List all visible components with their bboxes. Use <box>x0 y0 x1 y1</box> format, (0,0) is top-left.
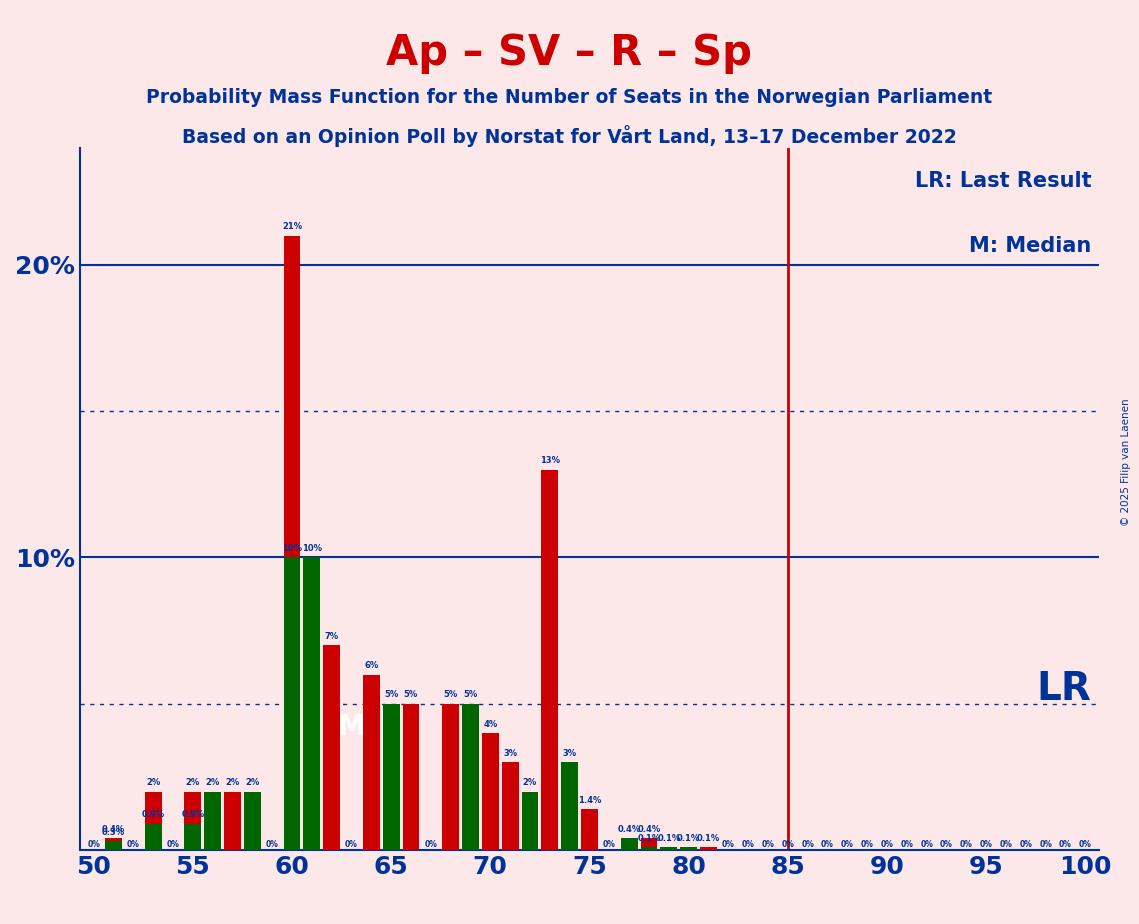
Bar <box>442 704 459 850</box>
Text: 0%: 0% <box>841 840 854 848</box>
Bar <box>581 809 598 850</box>
Bar <box>680 847 697 850</box>
Text: 0%: 0% <box>603 840 616 848</box>
Text: 10%: 10% <box>282 544 302 553</box>
Text: 0.4%: 0.4% <box>617 825 641 834</box>
Text: LR: LR <box>1036 670 1091 708</box>
Bar <box>363 675 379 850</box>
Text: LR: Last Result: LR: Last Result <box>915 171 1091 191</box>
Bar <box>244 792 261 850</box>
Bar <box>185 824 202 850</box>
Text: 0.9%: 0.9% <box>181 810 204 820</box>
Text: 0%: 0% <box>861 840 874 848</box>
Text: 0%: 0% <box>741 840 754 848</box>
Bar <box>303 557 320 850</box>
Text: 2%: 2% <box>245 778 260 787</box>
Text: 21%: 21% <box>281 223 302 231</box>
Bar <box>680 847 697 850</box>
Text: 0%: 0% <box>980 840 992 848</box>
Bar <box>501 762 518 850</box>
Text: 0%: 0% <box>722 840 735 848</box>
Bar <box>323 645 341 850</box>
Text: 0%: 0% <box>821 840 834 848</box>
Text: 0%: 0% <box>1000 840 1013 848</box>
Text: 0.1%: 0.1% <box>657 833 680 843</box>
Text: 7%: 7% <box>325 632 338 641</box>
Text: 0%: 0% <box>940 840 953 848</box>
Bar <box>661 847 678 850</box>
Text: 0%: 0% <box>1079 840 1091 848</box>
Text: 5%: 5% <box>404 690 418 699</box>
Text: 10%: 10% <box>302 544 322 553</box>
Text: 2%: 2% <box>186 778 200 787</box>
Text: 0%: 0% <box>88 840 100 848</box>
Text: 5%: 5% <box>443 690 458 699</box>
Bar <box>562 762 577 850</box>
Text: 0%: 0% <box>425 840 437 848</box>
Bar <box>383 704 400 850</box>
Text: M: Median: M: Median <box>969 236 1091 256</box>
Text: 0%: 0% <box>880 840 893 848</box>
Bar <box>145 792 162 850</box>
Text: 3%: 3% <box>503 749 517 758</box>
Text: 0%: 0% <box>762 840 775 848</box>
Bar <box>105 838 122 850</box>
Text: © 2025 Filip van Laenen: © 2025 Filip van Laenen <box>1121 398 1131 526</box>
Bar <box>185 792 202 850</box>
Text: 3%: 3% <box>563 749 576 758</box>
Text: 5%: 5% <box>464 690 477 699</box>
Bar <box>621 838 638 850</box>
Text: 0.3%: 0.3% <box>101 828 125 837</box>
Bar <box>105 841 122 850</box>
Text: 13%: 13% <box>540 456 559 466</box>
Text: Based on an Opinion Poll by Norstat for Vårt Land, 13–17 December 2022: Based on an Opinion Poll by Norstat for … <box>182 125 957 147</box>
Text: 0%: 0% <box>265 840 279 848</box>
Text: 6%: 6% <box>364 662 378 670</box>
Bar <box>522 792 539 850</box>
Text: 0.9%: 0.9% <box>141 810 165 820</box>
Bar <box>700 847 716 850</box>
Text: 0%: 0% <box>1059 840 1072 848</box>
Text: 2%: 2% <box>226 778 239 787</box>
Bar <box>462 704 478 850</box>
Text: 0.1%: 0.1% <box>697 833 720 843</box>
Text: 2%: 2% <box>523 778 538 787</box>
Text: 0%: 0% <box>166 840 179 848</box>
Text: 5%: 5% <box>384 690 399 699</box>
Text: 0%: 0% <box>920 840 933 848</box>
Text: Ap – SV – R – Sp: Ap – SV – R – Sp <box>386 32 753 74</box>
Text: 0%: 0% <box>960 840 973 848</box>
Text: 0%: 0% <box>1019 840 1032 848</box>
Bar <box>145 824 162 850</box>
Bar <box>402 704 419 850</box>
Text: 0%: 0% <box>1039 840 1052 848</box>
Text: 4%: 4% <box>483 720 498 729</box>
Text: 2%: 2% <box>146 778 161 787</box>
Bar <box>224 792 240 850</box>
Bar <box>661 847 678 850</box>
Text: 0.4%: 0.4% <box>638 825 661 834</box>
Text: 0%: 0% <box>900 840 913 848</box>
Bar <box>284 557 301 850</box>
Text: 1.4%: 1.4% <box>577 796 601 805</box>
Text: 0.1%: 0.1% <box>638 833 661 843</box>
Text: 0%: 0% <box>801 840 814 848</box>
Text: 0%: 0% <box>345 840 358 848</box>
Text: M: M <box>337 713 366 741</box>
Bar <box>204 792 221 850</box>
Text: 0.1%: 0.1% <box>677 833 700 843</box>
Text: 0%: 0% <box>126 840 140 848</box>
Text: 0.4%: 0.4% <box>101 825 125 834</box>
Text: 2%: 2% <box>205 778 220 787</box>
Bar <box>482 733 499 850</box>
Bar <box>541 469 558 850</box>
Bar <box>640 847 657 850</box>
Text: 0%: 0% <box>781 840 794 848</box>
Bar <box>640 838 657 850</box>
Bar <box>284 236 301 850</box>
Text: Probability Mass Function for the Number of Seats in the Norwegian Parliament: Probability Mass Function for the Number… <box>147 88 992 107</box>
